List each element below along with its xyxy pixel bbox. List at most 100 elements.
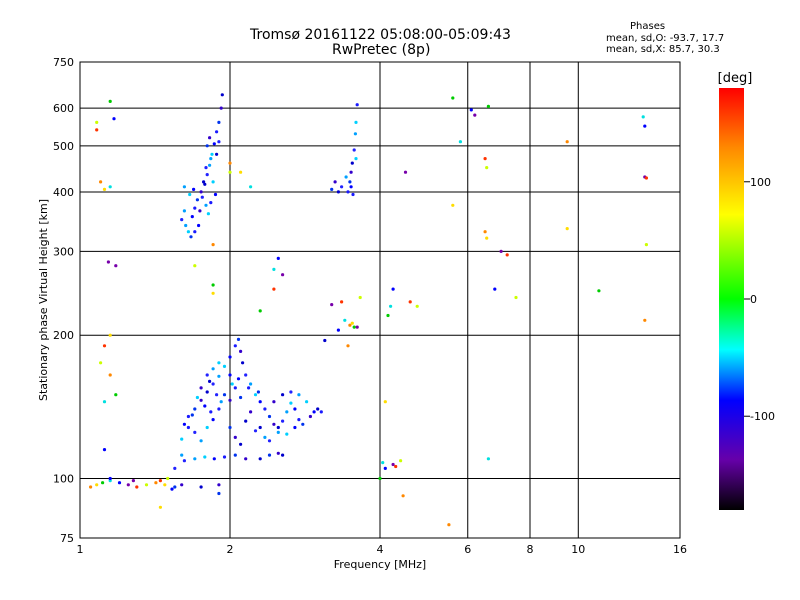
data-point [166, 476, 170, 481]
data-point [401, 494, 405, 498]
data-point [205, 144, 209, 148]
data-point [102, 344, 107, 348]
data-point [217, 361, 221, 365]
data-point [114, 393, 118, 397]
data-point [336, 328, 340, 332]
data-point [391, 287, 395, 291]
data-point [447, 523, 451, 527]
data-point [386, 313, 390, 318]
data-point [249, 410, 253, 414]
colorbar-label: [deg] [718, 71, 753, 86]
data-point [272, 287, 276, 291]
data-point [383, 466, 387, 470]
data-point [233, 386, 237, 390]
x-axis-ticks: 1 2 4 6 8 10 16 [77, 543, 688, 556]
data-point [204, 166, 208, 170]
data-point [239, 395, 243, 400]
data-point [378, 476, 382, 481]
phases-mean-o: mean, sd,O: -93.7, 17.7 [606, 33, 725, 44]
data-point [276, 256, 280, 260]
data-point [319, 410, 323, 414]
data-point [483, 157, 487, 161]
data-point [112, 117, 116, 121]
data-point [219, 400, 223, 404]
data-point [182, 422, 186, 426]
data-point [281, 273, 285, 277]
data-point [217, 407, 221, 411]
data-point [197, 223, 201, 228]
data-point [131, 479, 135, 483]
data-point [267, 439, 272, 443]
data-point [215, 152, 219, 156]
data-point [213, 192, 218, 197]
data-point [228, 161, 232, 165]
phases-title: Phases [630, 21, 666, 32]
data-point [333, 180, 337, 184]
data-point [200, 195, 204, 199]
data-point [354, 120, 358, 124]
data-point [276, 451, 280, 455]
data-point [202, 180, 206, 184]
data-point [340, 300, 344, 304]
y-tick-label: 750 [53, 56, 74, 69]
data-point [485, 236, 489, 240]
data-point [505, 253, 509, 257]
data-point [211, 367, 215, 371]
data-point [206, 212, 210, 216]
data-point [182, 459, 186, 463]
data-point [293, 425, 297, 430]
data-point [403, 170, 408, 174]
data-point [272, 267, 276, 271]
data-point [239, 442, 243, 446]
data-point [193, 230, 197, 234]
data-point [272, 422, 276, 426]
data-point [220, 93, 224, 97]
data-point [205, 373, 209, 377]
phases-mean-x: mean, sd,X: 85.7, 30.3 [606, 44, 720, 55]
data-point [349, 170, 353, 174]
y-tick-label: 500 [53, 140, 74, 153]
data-point [244, 373, 248, 377]
data-point [239, 170, 243, 174]
data-point [215, 130, 219, 134]
plot-frame [79, 61, 681, 539]
data-point [565, 140, 569, 144]
data-point [106, 260, 110, 264]
data-point [263, 435, 267, 439]
data-point [350, 161, 354, 165]
data-point [102, 400, 107, 404]
data-point [199, 398, 203, 402]
data-point [205, 425, 209, 430]
data-point [205, 173, 209, 177]
colorbar-tick-label: 0 [750, 293, 757, 306]
data-point [217, 120, 221, 124]
y-tick-label: 600 [53, 102, 74, 115]
data-point [486, 104, 490, 108]
data-point [499, 249, 503, 253]
data-point [336, 190, 340, 194]
data-point [211, 382, 215, 386]
data-point [233, 453, 237, 457]
data-point [389, 304, 393, 308]
data-point [180, 437, 184, 441]
data-point [188, 192, 192, 197]
data-point [285, 432, 289, 436]
data-point [276, 425, 280, 430]
data-point [249, 185, 253, 189]
chart-subtitle: RwPretec (8p) [332, 42, 431, 58]
y-tick-label: 100 [53, 473, 74, 486]
data-point [203, 404, 207, 408]
data-point [244, 457, 248, 461]
data-point [154, 481, 158, 485]
data-point [210, 152, 214, 156]
data-point [330, 303, 334, 307]
data-point [297, 418, 301, 422]
data-point [199, 439, 203, 443]
data-point [233, 344, 237, 348]
data-point [233, 435, 237, 439]
data-point [514, 295, 518, 300]
data-point [358, 295, 362, 300]
grid-lines [80, 62, 680, 538]
data-point [186, 414, 190, 419]
data-point [117, 481, 122, 485]
